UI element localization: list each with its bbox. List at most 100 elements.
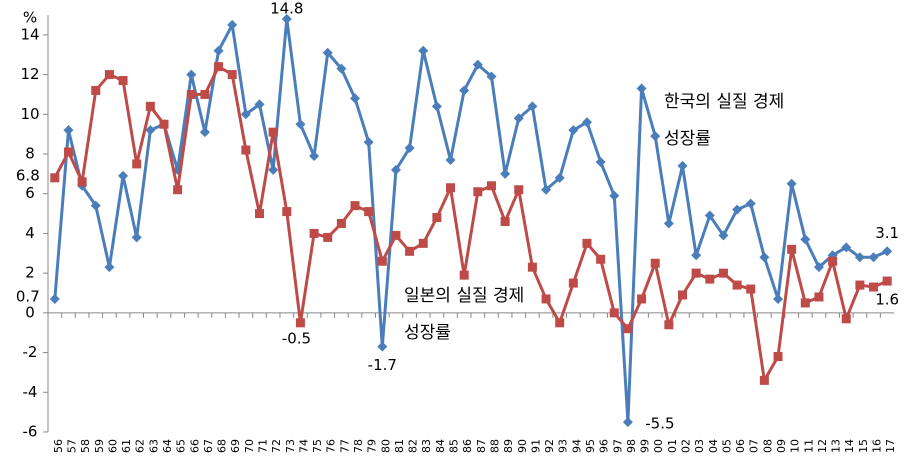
marker (132, 159, 142, 169)
marker (677, 160, 688, 171)
marker (364, 207, 374, 217)
series-label: 일본의 실질 경제성장률 (404, 286, 525, 343)
marker (813, 262, 824, 273)
x-tick-label: 99 (639, 439, 652, 453)
marker (240, 109, 251, 120)
x-tick-label: 69 (229, 439, 242, 453)
x-tick-label: 85 (448, 439, 461, 453)
x-tick-label: 56 (52, 439, 65, 453)
marker (390, 164, 401, 175)
x-tick-label: 17 (884, 439, 897, 453)
marker (568, 278, 578, 288)
marker (104, 70, 114, 80)
marker (869, 282, 879, 292)
x-tick-label: 04 (707, 439, 720, 453)
marker (500, 217, 510, 227)
marker (595, 156, 606, 167)
x-tick-label: 88 (488, 439, 501, 453)
marker (514, 185, 524, 195)
x-tick-label: 95 (584, 439, 597, 453)
marker (513, 113, 524, 124)
marker (350, 93, 361, 104)
marker (186, 89, 196, 99)
marker (118, 170, 129, 181)
x-tick-label: 01 (666, 439, 679, 453)
marker (186, 69, 197, 80)
marker (459, 270, 469, 280)
x-tick-label: 65 (175, 439, 188, 453)
marker (418, 45, 429, 56)
x-tick-label: 64 (161, 439, 174, 453)
x-tick-label: 67 (202, 439, 215, 453)
x-tick-label: 87 (475, 439, 488, 453)
marker (718, 230, 729, 241)
x-tick-label: 78 (352, 439, 365, 453)
x-tick-label: 61 (120, 439, 133, 453)
x-tick-label: 63 (147, 439, 160, 453)
marker (405, 246, 415, 256)
marker (678, 290, 687, 300)
marker (118, 76, 128, 86)
marker (377, 256, 387, 266)
marker (323, 232, 333, 242)
marker (527, 101, 538, 112)
marker (623, 324, 633, 334)
y-tick-label: 4 (25, 224, 35, 242)
value-label: 14.8 (270, 0, 303, 17)
marker (855, 280, 865, 290)
y-tick-label: 10 (20, 105, 39, 123)
x-tick-label: 74 (297, 439, 310, 453)
x-tick-label: 94 (570, 439, 583, 453)
marker (664, 320, 674, 330)
marker (309, 150, 320, 161)
x-tick-label: 98 (625, 439, 638, 453)
marker (704, 210, 715, 221)
y-tick-label: -6 (23, 423, 38, 441)
x-tick-label: 70 (243, 439, 256, 453)
x-tick-label: 86 (461, 439, 474, 453)
x-tick-label: 68 (216, 439, 229, 453)
marker (555, 318, 565, 328)
x-tick-label: 66 (188, 439, 201, 453)
marker (268, 164, 279, 175)
marker (800, 298, 810, 308)
marker (254, 99, 265, 110)
x-tick-label: 08 (761, 439, 774, 453)
marker (445, 154, 456, 165)
marker (745, 198, 756, 209)
marker (732, 204, 743, 215)
marker (77, 177, 87, 187)
x-tick-label: 58 (79, 439, 92, 453)
marker (213, 45, 224, 56)
x-tick-label: 02 (680, 439, 693, 453)
value-label: 3.1 (875, 224, 899, 242)
x-tick-label: 89 (502, 439, 515, 453)
marker (854, 252, 865, 263)
x-tick-label: 81 (393, 439, 406, 453)
x-tick-label: 09 (775, 439, 788, 453)
y-tick-label: 0 (25, 303, 35, 321)
marker (868, 252, 879, 263)
marker (199, 127, 210, 138)
y-axis-label: % (23, 9, 37, 27)
marker (786, 178, 797, 189)
marker (350, 201, 360, 211)
marker (49, 293, 60, 304)
x-tick-label: 00 (652, 439, 665, 453)
marker (582, 238, 592, 248)
y-tick-label: 12 (20, 65, 39, 83)
marker (609, 308, 619, 318)
x-tick-label: 79 (366, 439, 379, 453)
marker (636, 83, 647, 94)
marker (882, 246, 893, 257)
x-tick-label: 72 (270, 439, 283, 453)
marker (50, 173, 60, 183)
marker (746, 284, 756, 294)
marker (541, 184, 552, 195)
x-tick-label: 13 (830, 439, 843, 453)
y-tick-label: 2 (25, 264, 35, 282)
x-tick-label: 96 (598, 439, 611, 453)
marker (650, 131, 661, 142)
